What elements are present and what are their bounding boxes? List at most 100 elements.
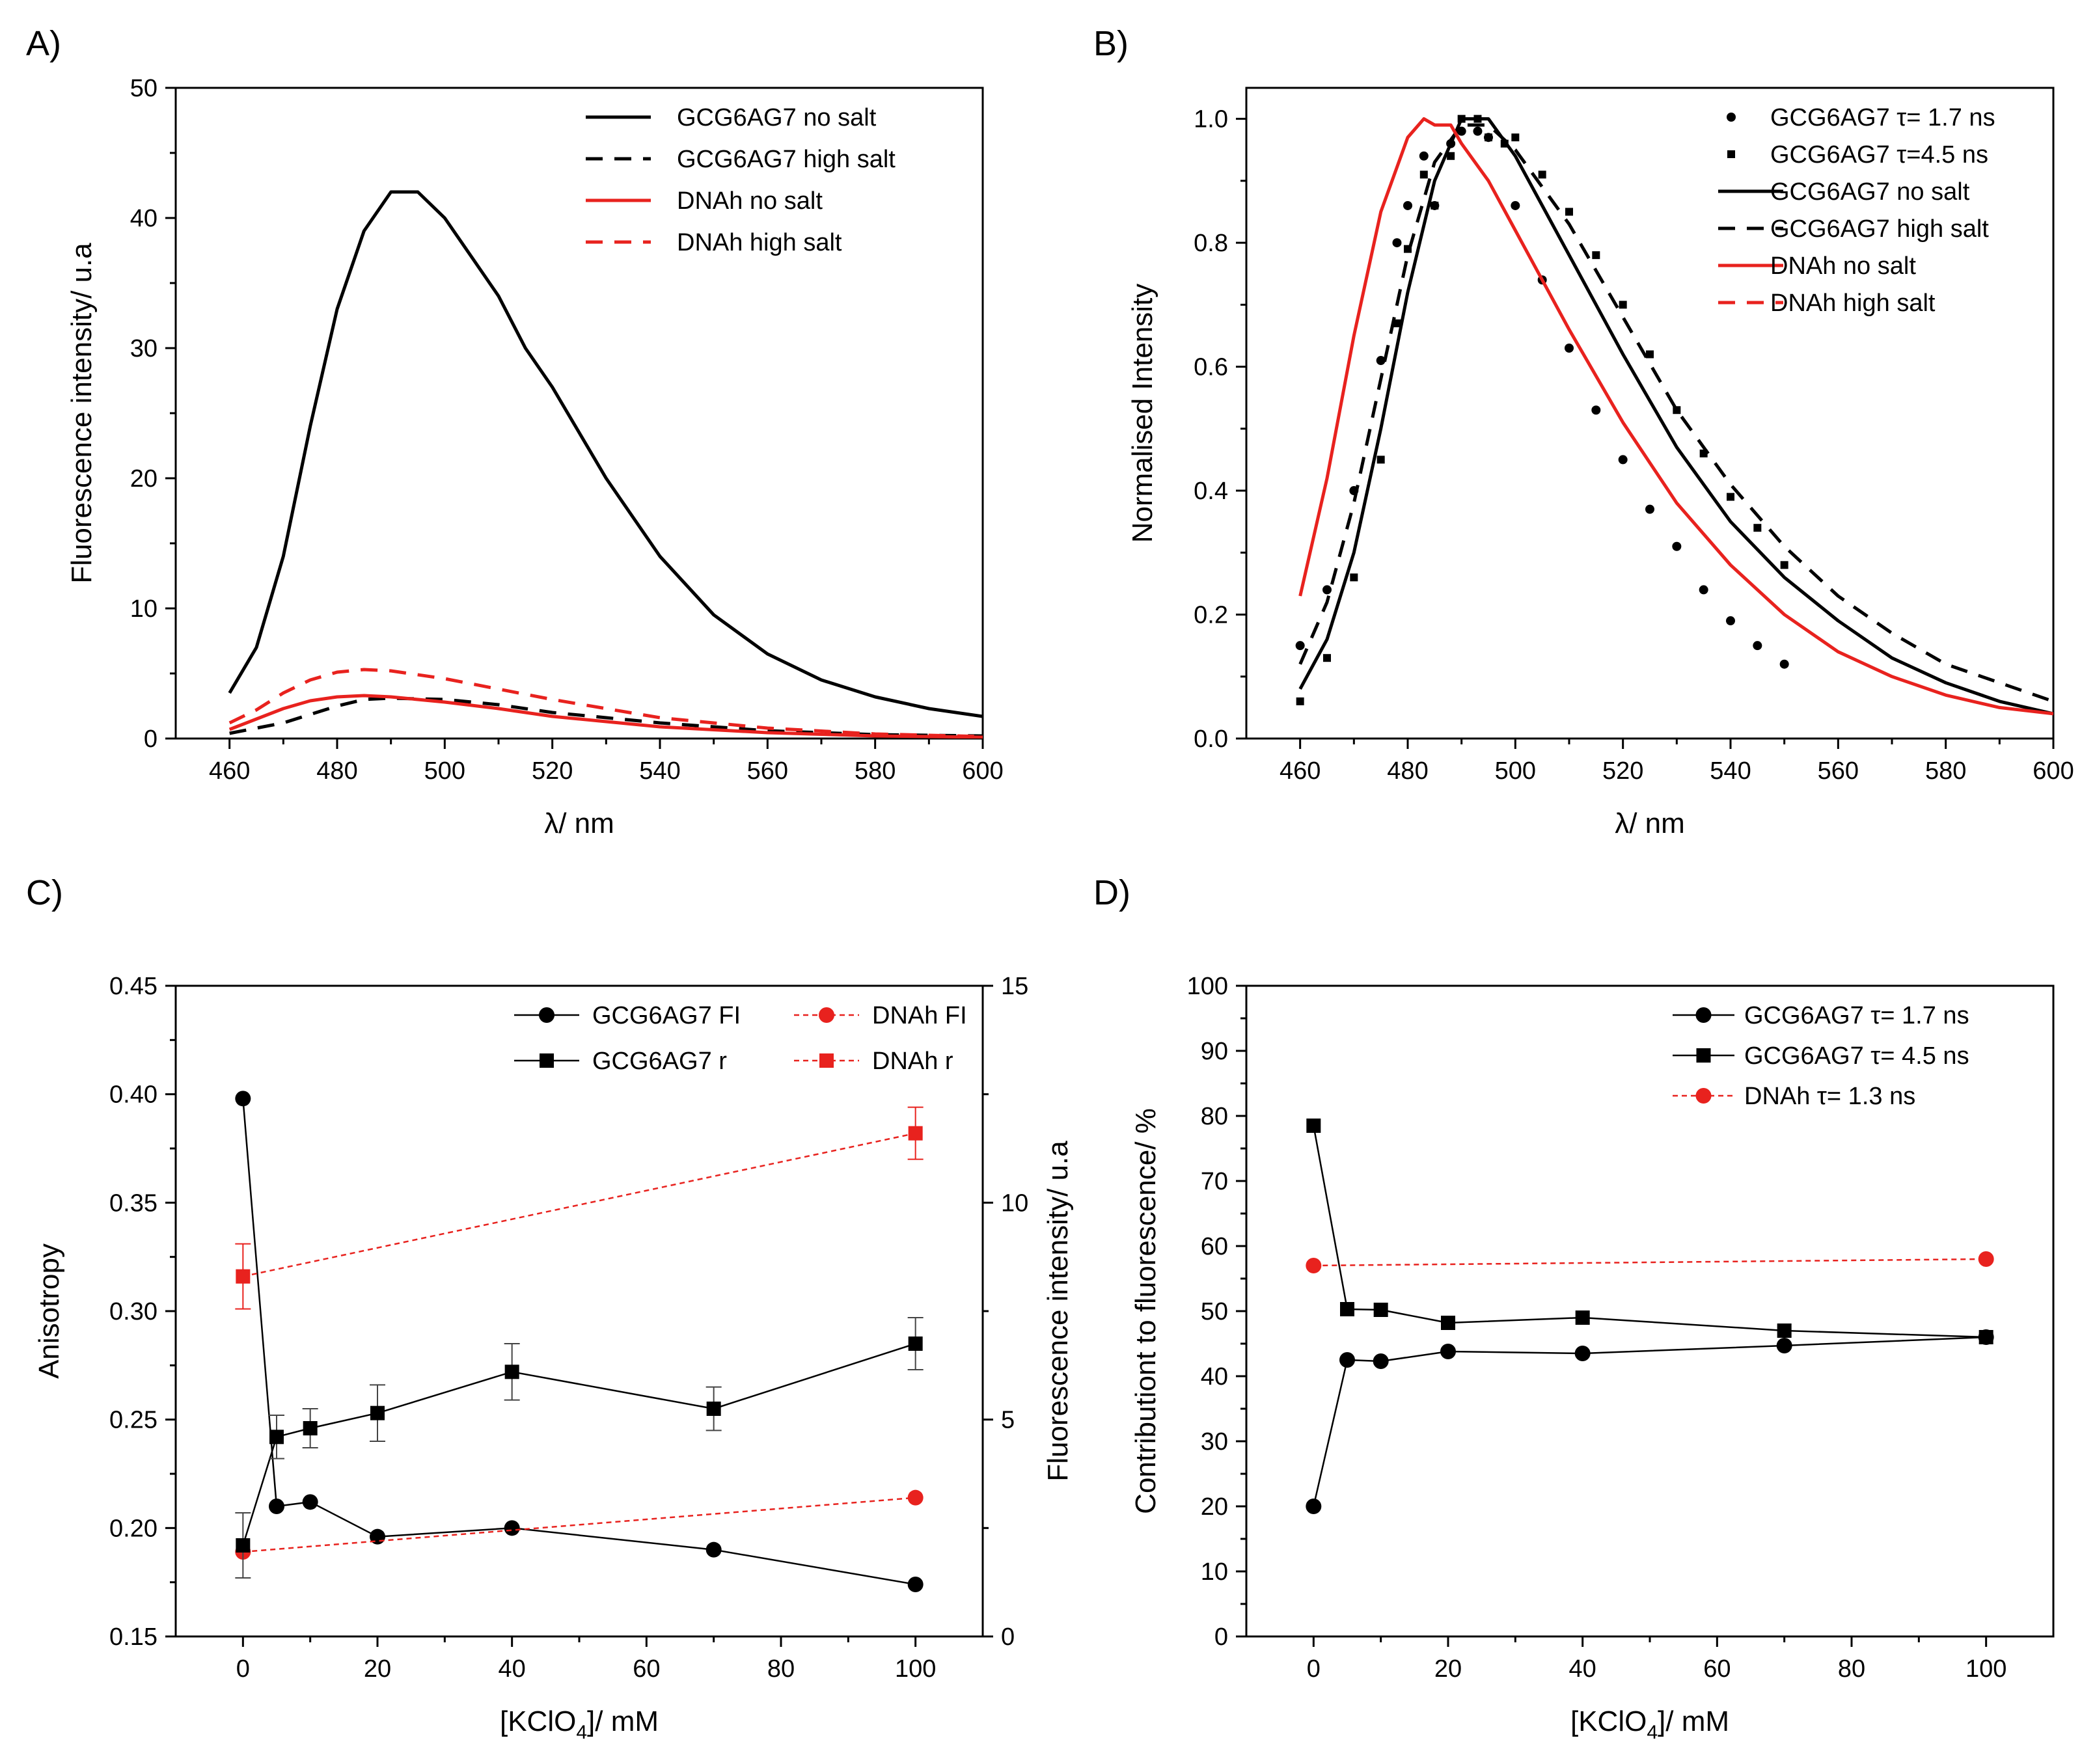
data-point: [1296, 697, 1304, 705]
x-tick-label: 480: [316, 757, 357, 785]
data-point: [1431, 201, 1439, 210]
data-point: [1376, 455, 1385, 464]
series-line-5: [1298, 117, 2053, 716]
y-tick-label: 0.2: [1194, 602, 1228, 629]
data-point: [1776, 1338, 1792, 1353]
chart-panel-1: A) 460 480 500 520 540 560 580 600 0 10 20 30 40 50 λ/ …: [26, 24, 1004, 839]
y-tick-label: 90: [1201, 1038, 1228, 1065]
data-point: [1672, 541, 1682, 551]
data-point: [1295, 641, 1305, 651]
x-tick-label: 540: [639, 757, 680, 785]
series-line-2: [243, 1497, 916, 1553]
x-tick-label: 460: [209, 757, 250, 785]
data-layer: [228, 190, 983, 739]
x-tick-label: 0: [1307, 1655, 1321, 1683]
series-line-3: [242, 1342, 916, 1546]
series-line-2: [1313, 1125, 1986, 1338]
legend-label: GCG6AG7 high salt: [677, 146, 896, 173]
y-tick-label: 100: [1187, 973, 1228, 1000]
data-point: [1673, 406, 1681, 414]
x-tick-label: 600: [2033, 757, 2074, 785]
legend-marker: [1695, 1007, 1712, 1023]
data-point: [908, 1126, 923, 1141]
data-point: [1592, 251, 1600, 260]
legend-label: DNAh r: [872, 1048, 953, 1075]
y-tick-label: 0.6: [1194, 354, 1228, 381]
legend-label: GCG6AG7 no salt: [677, 104, 877, 131]
legend: GCG6AG7 FI DNAh FI GCG6AG7 r DNAh r: [514, 1002, 967, 1075]
plot-frame: [174, 87, 984, 740]
data-point: [706, 1402, 721, 1416]
series-line-3: [1313, 1258, 1986, 1267]
x-tick-label: 600: [962, 757, 1003, 785]
y-tick-label: 0.25: [109, 1407, 157, 1434]
data-point: [1485, 133, 1492, 142]
chart-panel-3: C)0 20 40 60 80 1000.150.200.250.300.350.400.…: [26, 873, 1074, 1743]
legend-marker: [539, 1007, 555, 1023]
data-layer: [235, 1091, 924, 1592]
data-point: [1777, 1323, 1792, 1338]
y-tick-label: 0.4: [1194, 478, 1228, 505]
x-axis-title: λ/ nm: [1615, 807, 1685, 839]
x-tick-label: 580: [1925, 757, 1966, 785]
y-tick-label: 0.45: [109, 973, 157, 1000]
data-point: [1440, 1344, 1456, 1359]
legend-marker: [1727, 113, 1736, 122]
data-point: [1779, 659, 1789, 669]
data-point: [1645, 504, 1654, 514]
legend-marker: [819, 1053, 834, 1068]
data-point: [1565, 208, 1573, 216]
legend-label: DNAh high salt: [1770, 290, 1936, 317]
data-point: [1457, 126, 1466, 136]
data-point: [1323, 654, 1331, 662]
legend-label: GCG6AG7 high salt: [1770, 215, 1989, 243]
y-axis-title: Normalised Intensity: [1127, 284, 1158, 543]
series-line-4: [243, 1132, 916, 1277]
data-point: [705, 1541, 722, 1558]
x-tick-label: 460: [1280, 757, 1321, 785]
data-point: [1618, 455, 1628, 465]
legend-label: DNAh no salt: [677, 187, 823, 215]
data-point: [1619, 301, 1627, 309]
y-right-tick-label: 0: [1001, 1623, 1015, 1651]
series-line-1: [242, 1098, 916, 1586]
y-right-tick-label: 5: [1001, 1407, 1015, 1434]
legend-label: GCG6AG7 no salt: [1770, 178, 1970, 206]
data-point: [1565, 344, 1574, 353]
y-tick-label: 70: [1201, 1168, 1228, 1195]
x-axis-title-main: [KClO: [500, 1705, 576, 1737]
y-tick-label: 0.30: [109, 1298, 157, 1325]
data-point: [504, 1520, 520, 1536]
y-tick-label: 20: [1201, 1493, 1228, 1521]
y-tick-label: 0.0: [1194, 726, 1228, 753]
series-line-3: [228, 694, 983, 739]
data-point: [1780, 561, 1788, 569]
y-tick-label: 0.20: [109, 1515, 157, 1542]
data-point: [1646, 350, 1654, 359]
y-axis-title: Fluorescence intensity/ u.a: [66, 243, 98, 584]
series-line-3: [1298, 117, 2053, 716]
x-tick-label: 20: [364, 1655, 391, 1683]
series-line-4: [1298, 123, 2053, 703]
data-point: [236, 1538, 251, 1553]
data-point: [504, 1364, 519, 1379]
y-tick-label: 30: [130, 335, 157, 362]
y-tick-label: 60: [1201, 1233, 1228, 1260]
series-line-4: [228, 668, 983, 739]
series-line-1: [1313, 1336, 1986, 1507]
data-point: [1699, 585, 1708, 595]
data-point: [302, 1494, 318, 1510]
x-axis-title-suffix: ]/ mM: [1658, 1705, 1729, 1737]
data-point: [1350, 573, 1358, 582]
x-tick-label: 580: [855, 757, 896, 785]
x-tick-label: 480: [1387, 757, 1428, 785]
y-tick-label: 0.40: [109, 1081, 157, 1109]
x-tick-label: 520: [1602, 757, 1643, 785]
data-point: [1538, 170, 1546, 179]
y-tick-label: 10: [1201, 1558, 1228, 1586]
x-tick-label: 80: [1838, 1655, 1865, 1683]
x-axis-title-subscript: 4: [1647, 1722, 1658, 1743]
data-point: [1419, 151, 1429, 161]
legend-marker: [1696, 1048, 1711, 1063]
